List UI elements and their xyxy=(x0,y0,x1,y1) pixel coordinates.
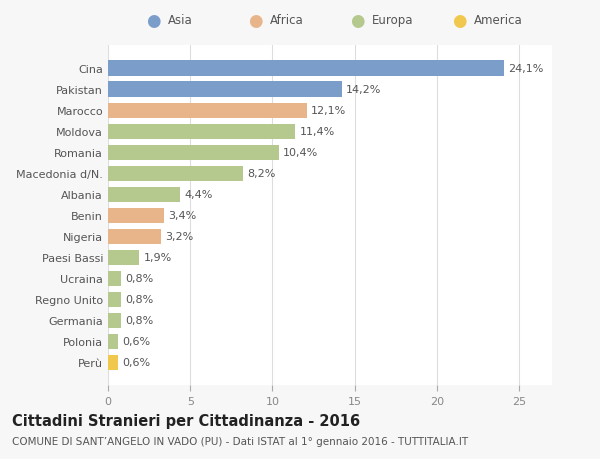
Bar xyxy=(108,292,121,307)
Bar xyxy=(108,62,505,77)
Bar xyxy=(108,166,243,181)
Text: 4,4%: 4,4% xyxy=(184,190,213,200)
Text: Europa: Europa xyxy=(372,14,413,27)
Text: 3,4%: 3,4% xyxy=(168,211,196,221)
Text: 3,2%: 3,2% xyxy=(165,232,193,242)
Bar xyxy=(108,208,164,223)
Text: ●: ● xyxy=(452,11,466,30)
Text: ●: ● xyxy=(350,11,364,30)
Text: Cittadini Stranieri per Cittadinanza - 2016: Cittadini Stranieri per Cittadinanza - 2… xyxy=(12,413,360,428)
Bar xyxy=(108,187,181,202)
Text: 0,6%: 0,6% xyxy=(122,358,150,368)
Bar xyxy=(108,271,121,286)
Bar xyxy=(108,145,279,160)
Text: 0,6%: 0,6% xyxy=(122,336,150,347)
Bar xyxy=(108,313,121,328)
Text: 14,2%: 14,2% xyxy=(346,85,381,95)
Text: America: America xyxy=(474,14,523,27)
Text: 12,1%: 12,1% xyxy=(311,106,346,116)
Bar xyxy=(108,250,139,265)
Text: 10,4%: 10,4% xyxy=(283,148,319,158)
Text: ●: ● xyxy=(146,11,160,30)
Text: 0,8%: 0,8% xyxy=(125,316,154,325)
Text: 8,2%: 8,2% xyxy=(247,169,275,179)
Bar xyxy=(108,334,118,349)
Text: 0,8%: 0,8% xyxy=(125,274,154,284)
Text: 1,9%: 1,9% xyxy=(143,253,172,263)
Text: ●: ● xyxy=(248,11,262,30)
Bar xyxy=(108,124,295,140)
Bar xyxy=(108,229,161,244)
Text: COMUNE DI SANT’ANGELO IN VADO (PU) - Dati ISTAT al 1° gennaio 2016 - TUTTITALIA.: COMUNE DI SANT’ANGELO IN VADO (PU) - Dat… xyxy=(12,436,468,446)
Text: 0,8%: 0,8% xyxy=(125,295,154,305)
Text: Asia: Asia xyxy=(168,14,193,27)
Text: Africa: Africa xyxy=(270,14,304,27)
Bar xyxy=(108,82,341,97)
Text: 11,4%: 11,4% xyxy=(299,127,335,137)
Bar xyxy=(108,355,118,370)
Text: 24,1%: 24,1% xyxy=(508,64,544,74)
Bar xyxy=(108,103,307,118)
